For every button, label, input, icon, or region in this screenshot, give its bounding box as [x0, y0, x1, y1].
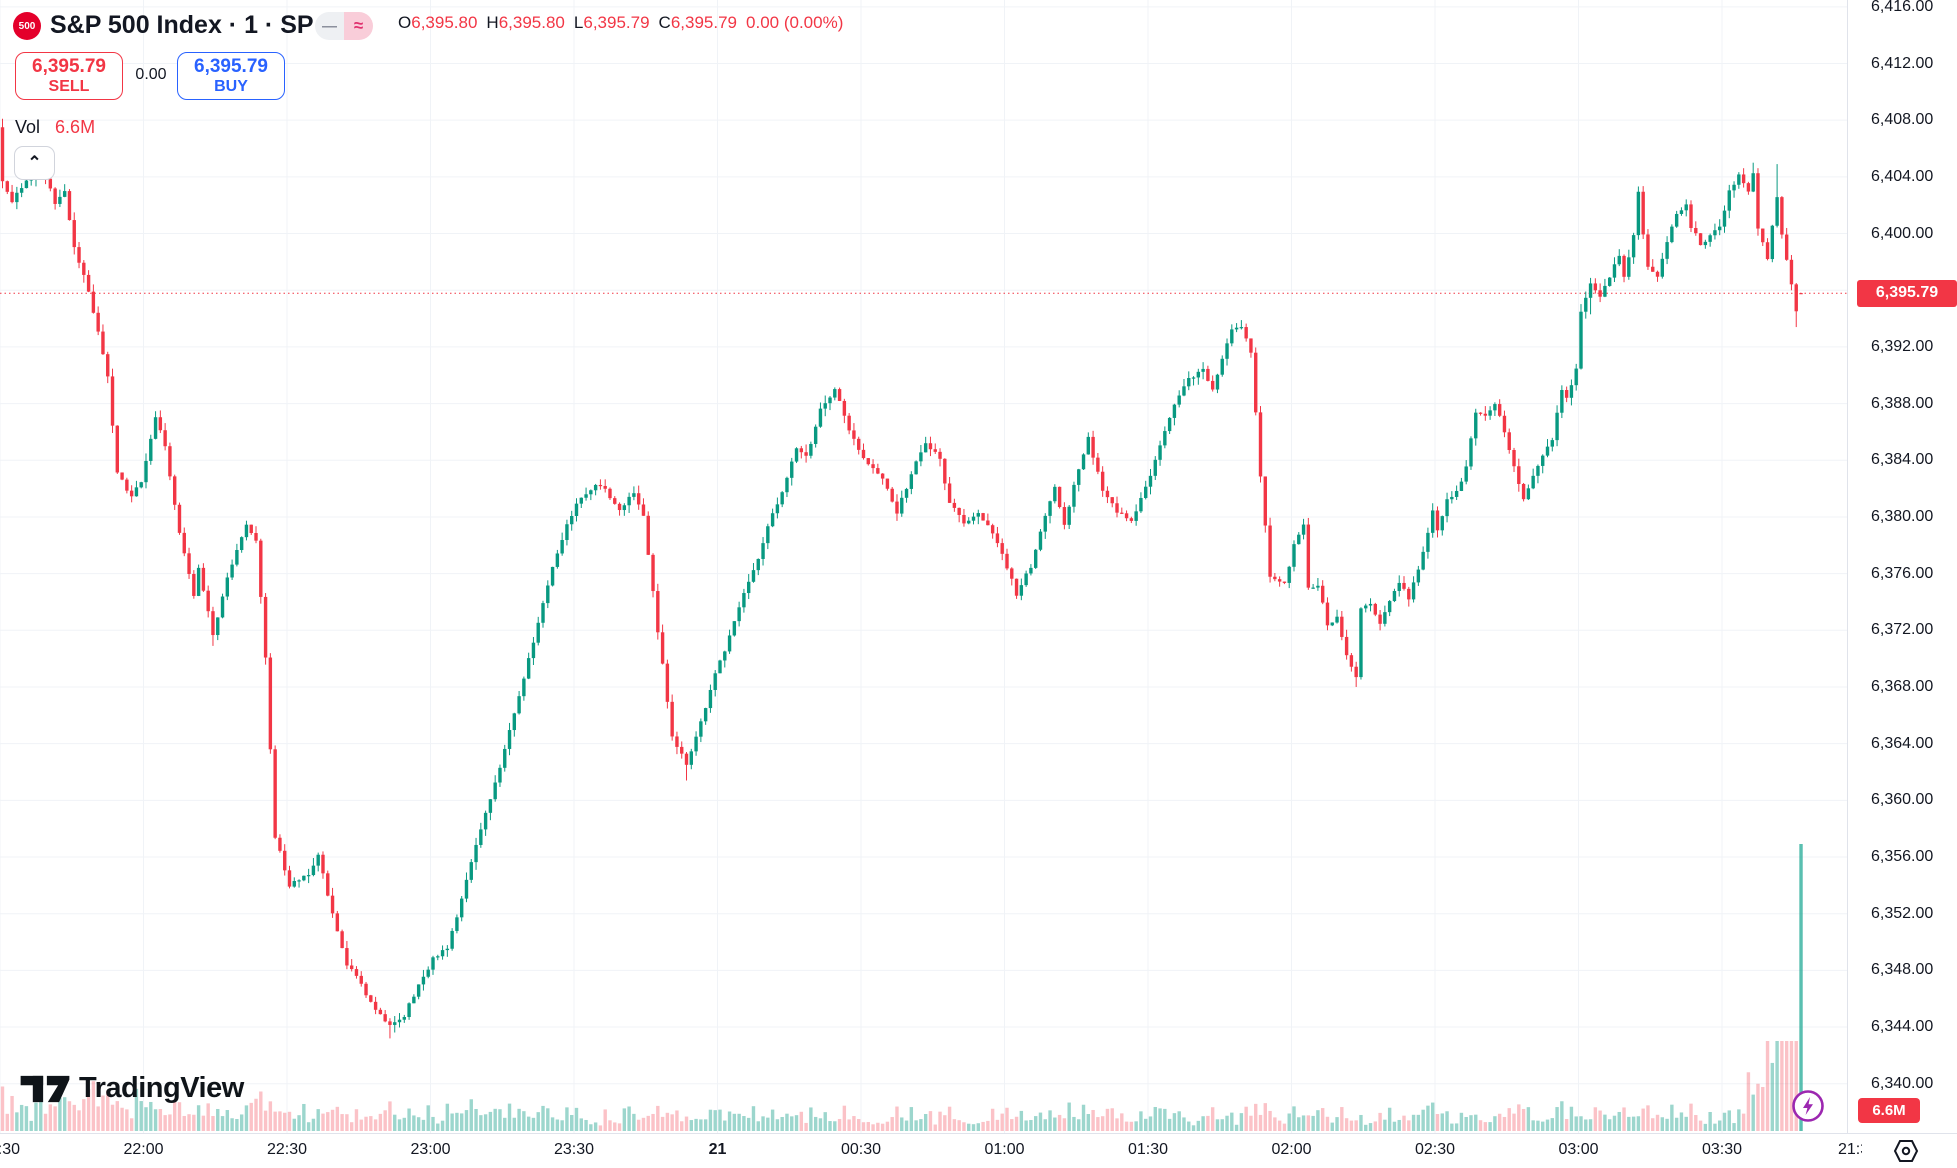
time-axis-label: 22:00 — [123, 1141, 164, 1158]
time-axis-label: 22:30 — [266, 1141, 308, 1158]
low-label: L — [573, 13, 584, 32]
price-axis-label: 6,416.00 — [1871, 0, 1934, 15]
axis-settings-button[interactable] — [1893, 1139, 1919, 1163]
change-value: 0.00 (0.00%) — [746, 13, 844, 32]
price-axis-label: 6,380.00 — [1871, 507, 1934, 525]
time-axis-label: 01:30 — [1127, 1141, 1169, 1158]
time-axis-label: 02:30 — [1414, 1141, 1456, 1158]
volume-readout: Vol 6.6M — [15, 117, 95, 138]
price-axis[interactable]: 6,340.00 6,344.00 6,348.00 6,352.00 6,356.00… — [1847, 0, 1957, 1133]
tradingview-logo-icon — [20, 1075, 70, 1102]
chart-header: 500 S&P 500 Index · 1 · SP — ≈ O6,395.80… — [0, 0, 1500, 190]
low-value: 6,395.79 — [583, 13, 650, 32]
open-value: 6,395.80 — [411, 13, 478, 32]
time-axis-label: 21 — [708, 1141, 727, 1158]
hide-indicator-icon[interactable]: — — [315, 12, 344, 40]
time-axis-label: 02:00 — [1271, 1141, 1312, 1158]
buy-price: 6,395.79 — [194, 55, 268, 77]
open-label: O — [398, 13, 412, 32]
time-axis-label: 21:30 — [1837, 1141, 1862, 1158]
instant-order-placement-button[interactable] — [1791, 1089, 1825, 1123]
price-axis-label: 6,388.00 — [1871, 394, 1934, 412]
price-axis-label: 6,352.00 — [1871, 904, 1934, 922]
close-label: C — [658, 13, 671, 32]
chart-pane[interactable]: 500 S&P 500 Index · 1 · SP — ≈ O6,395.80… — [0, 0, 1847, 1133]
price-axis-label: 6,368.00 — [1871, 677, 1934, 695]
price-axis-label: 6,340.00 — [1871, 1074, 1934, 1092]
time-axis-label: 21:30 — [0, 1141, 21, 1158]
price-axis-label: 6,344.00 — [1871, 1018, 1934, 1036]
time-axis-label: 23:00 — [410, 1141, 451, 1158]
price-axis-label: 6,404.00 — [1871, 167, 1934, 185]
tradingview-logo-text: TradingView — [79, 1072, 244, 1104]
time-axis-label: 23:30 — [553, 1141, 595, 1158]
candlestick-chart — [0, 0, 1847, 1133]
sell-price: 6,395.79 — [32, 55, 106, 77]
price-axis-label: 6,400.00 — [1871, 224, 1934, 242]
high-value: 6,395.80 — [498, 13, 565, 32]
chevron-up-icon: ⌃ — [27, 153, 42, 172]
price-axis-label: 6,372.00 — [1871, 621, 1934, 639]
price-axis-label: 6,384.00 — [1871, 451, 1934, 469]
buy-button[interactable]: 6,395.79 BUY — [177, 52, 285, 100]
approximate-price-icon[interactable]: ≈ — [344, 12, 373, 40]
current-price-badge: 6,395.79 — [1857, 279, 1957, 307]
volume-label: Vol — [15, 117, 41, 137]
time-axis-label: 03:30 — [1701, 1141, 1743, 1158]
volume-value: 6.6M — [55, 117, 96, 137]
tradingview-watermark[interactable]: TradingView — [20, 1072, 244, 1105]
price-axis-label: 6,348.00 — [1871, 961, 1934, 979]
spread-value: 0.00 — [135, 66, 167, 83]
volume-bars — [0, 844, 1803, 1131]
sell-button[interactable]: 6,395.79 SELL — [15, 52, 123, 100]
legend-visibility-toggle[interactable]: — ≈ — [315, 12, 373, 40]
price-axis-label: 6,360.00 — [1871, 791, 1934, 809]
price-axis-label: 6,412.00 — [1871, 54, 1934, 72]
symbol-title[interactable]: S&P 500 Index · 1 · SP — [50, 11, 314, 39]
close-value: 6,395.79 — [670, 13, 738, 32]
hexagon-settings-icon — [1893, 1140, 1919, 1162]
price-axis-label: 6,392.00 — [1871, 337, 1934, 355]
ohlc-readout: O6,395.80 H6,395.80 L6,395.79 C6,395.79 … — [398, 13, 843, 33]
price-axis-label: 6,408.00 — [1871, 111, 1934, 129]
candlestick-series — [0, 118, 1803, 1039]
volume-value-badge: 6.6M — [1858, 1098, 1920, 1123]
time-axis[interactable]: 21:30 22:00 22:30 23:00 23:30 21 00:30 01:00 01:… — [0, 1133, 1862, 1168]
lightning-bolt-icon — [1792, 1090, 1824, 1122]
buy-label: BUY — [214, 77, 248, 95]
symbol-logo-badge: 500 — [13, 12, 41, 40]
price-axis-label: 6,376.00 — [1871, 564, 1934, 582]
collapse-pane-button[interactable]: ⌃ — [14, 146, 55, 180]
time-axis-label: 00:30 — [840, 1141, 882, 1158]
price-axis-label: 6,356.00 — [1871, 848, 1934, 866]
time-axis-label: 03:00 — [1558, 1141, 1599, 1158]
high-label: H — [486, 13, 499, 32]
price-axis-label: 6,364.00 — [1871, 734, 1934, 752]
gridlines — [0, 0, 1847, 1133]
time-axis-label: 01:00 — [984, 1141, 1025, 1158]
sell-label: SELL — [48, 77, 90, 95]
